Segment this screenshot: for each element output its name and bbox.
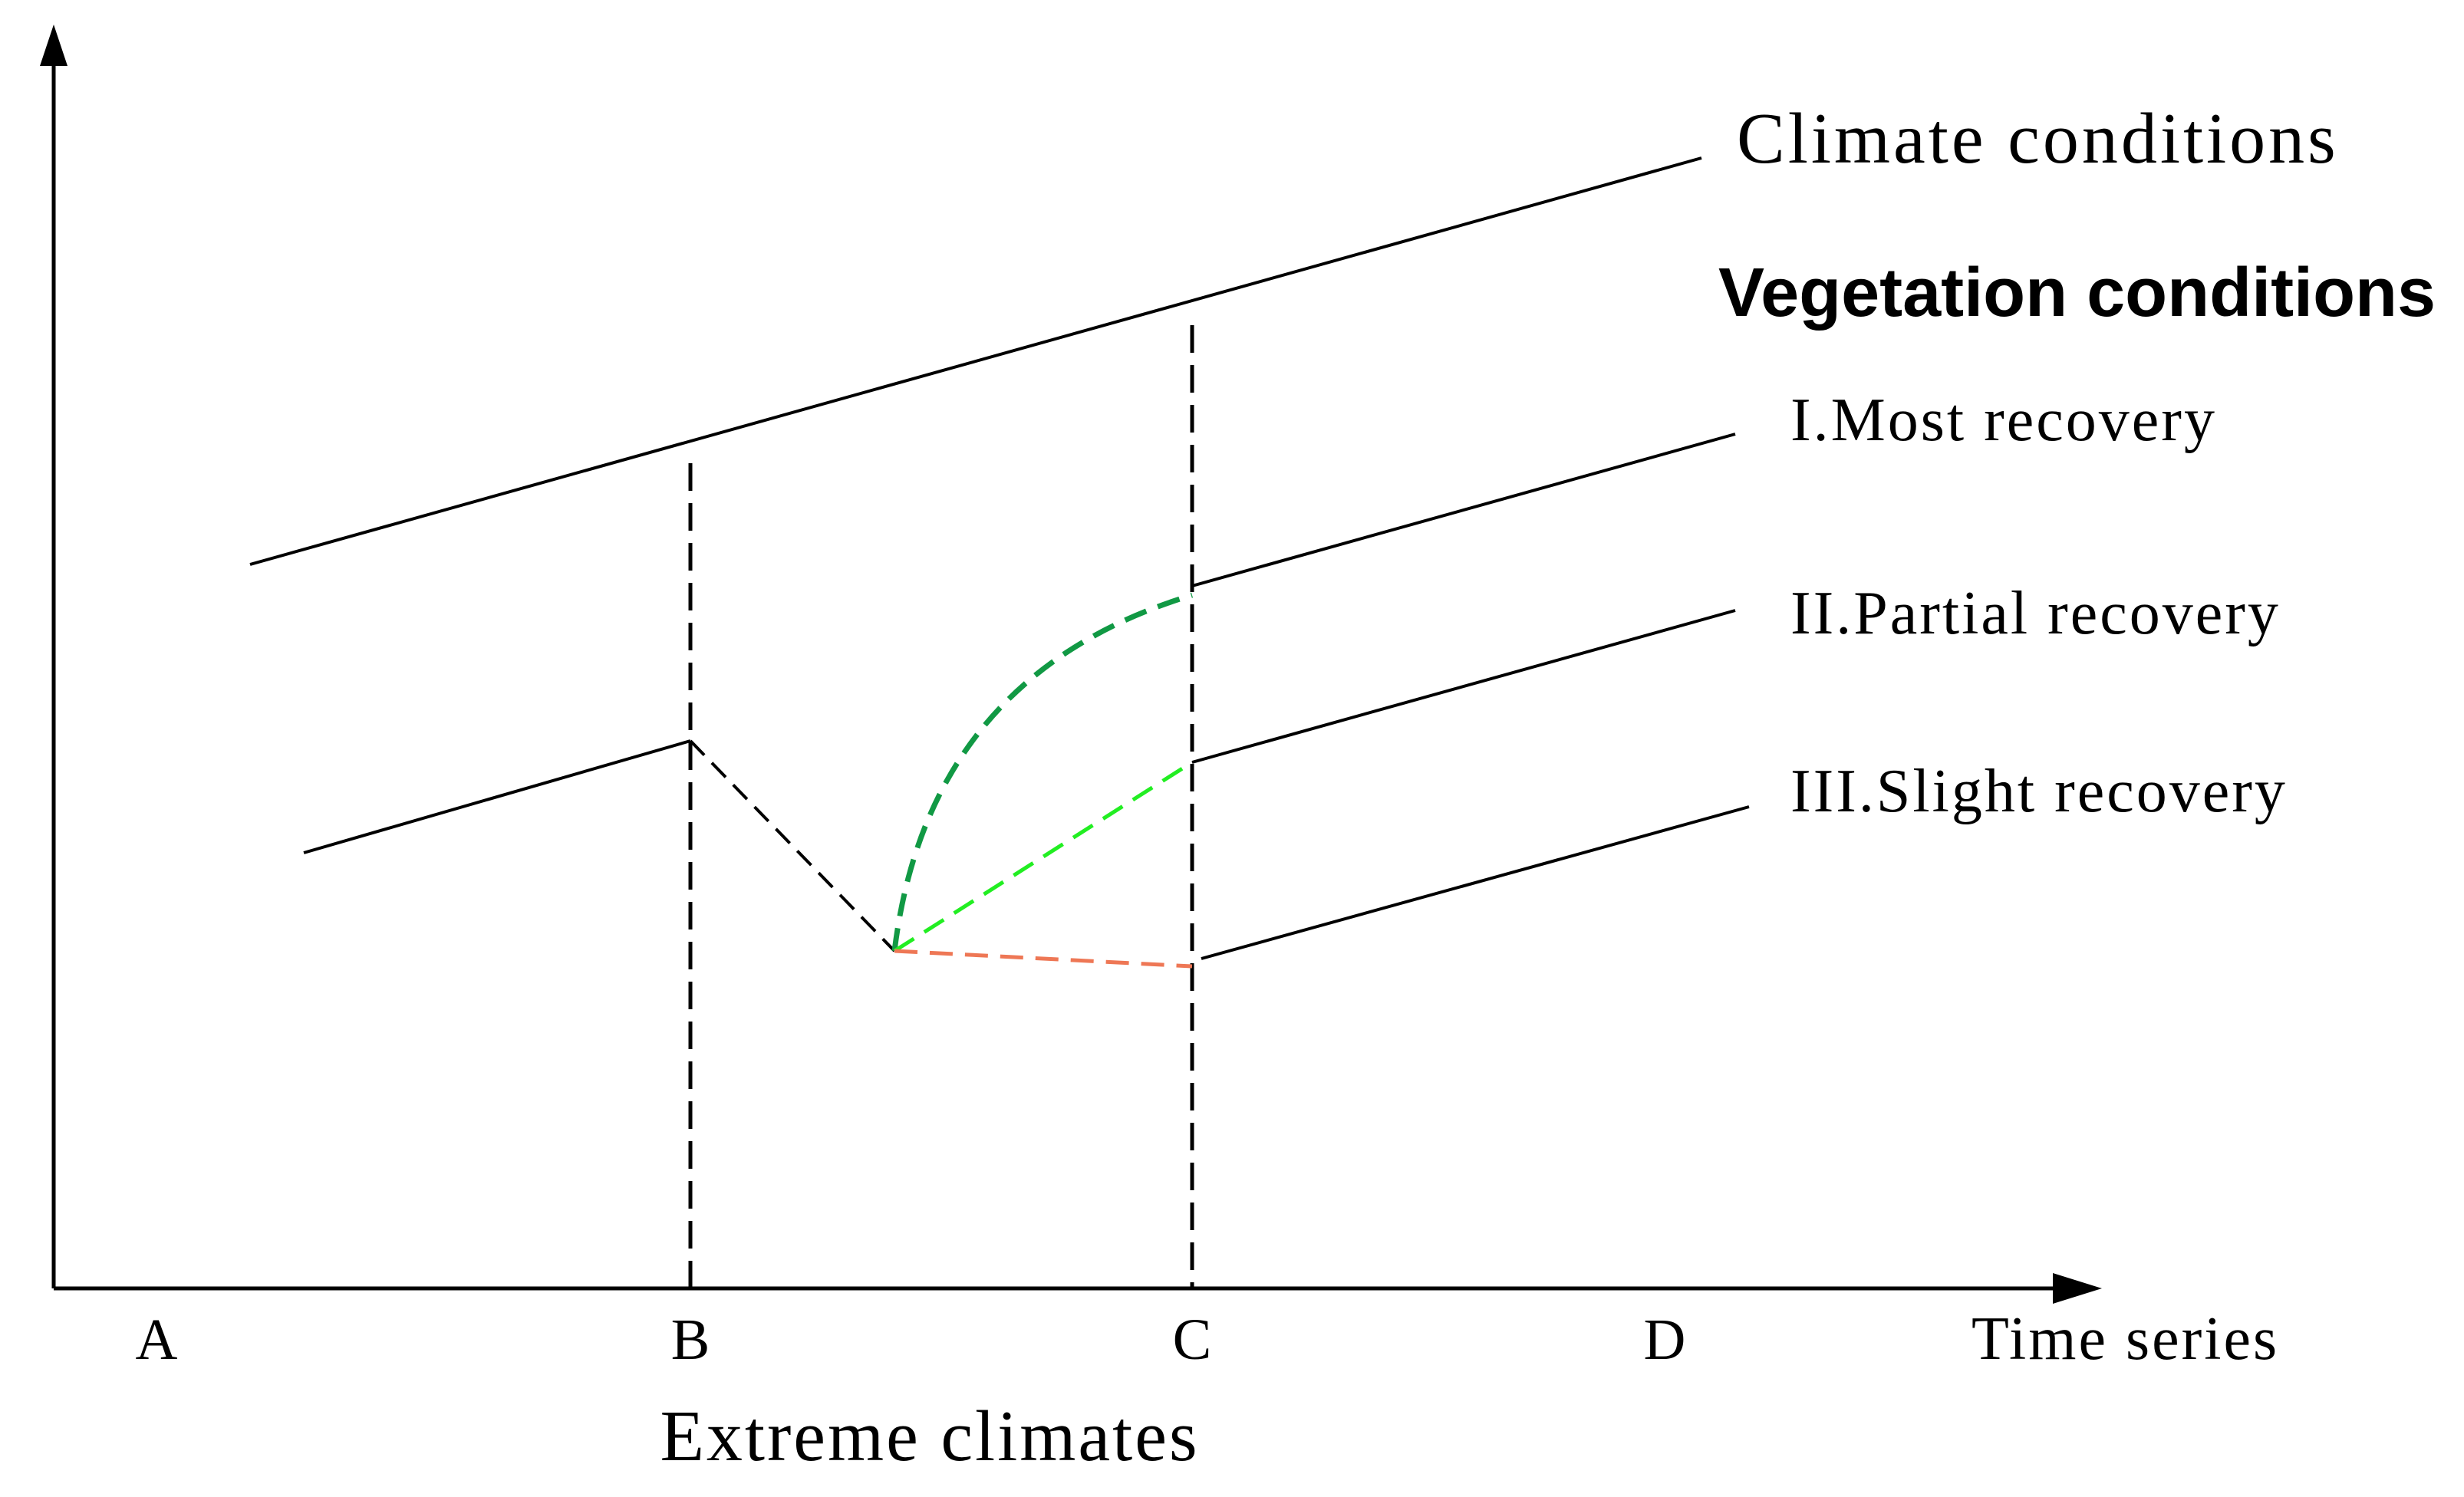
reference-lines bbox=[688, 325, 1194, 1288]
x-tick-c: C bbox=[1173, 1308, 1212, 1372]
vegetation-drop-line bbox=[689, 739, 896, 952]
slight-recovery-line bbox=[1201, 805, 1750, 960]
extreme-climates-label: Extreme climates bbox=[660, 1397, 1199, 1476]
y-axis-arrow-icon bbox=[40, 25, 68, 66]
vegetation-conditions-label: Vegetation conditions bbox=[1718, 255, 2436, 331]
climate-conditions-line bbox=[249, 156, 1702, 566]
partial-recovery-label: II.Partial recovery bbox=[1790, 580, 2281, 647]
vegetation-pre-event-line bbox=[303, 739, 691, 854]
slight-recovery-label: III.Slight recovery bbox=[1790, 758, 2288, 825]
x-tick-b: B bbox=[671, 1308, 710, 1372]
climate-conditions-label: Climate conditions bbox=[1737, 99, 2339, 179]
vegetation-path bbox=[303, 739, 896, 952]
slight-recovery-path bbox=[894, 949, 1193, 969]
most-recovery-path bbox=[891, 592, 1194, 952]
x-tick-d: D bbox=[1644, 1308, 1686, 1372]
labels: Climate conditions Vegetation conditions… bbox=[136, 99, 2436, 1476]
time-series-label: Time series bbox=[1972, 1305, 2279, 1373]
most-recovery-line bbox=[1191, 433, 1736, 587]
partial-recovery-path bbox=[893, 760, 1194, 953]
most-recovery-label: I.Most recovery bbox=[1790, 387, 2217, 454]
partial-recovery-line bbox=[1191, 609, 1736, 764]
axes bbox=[40, 25, 2102, 1304]
x-axis-arrow-icon bbox=[2053, 1273, 2102, 1304]
post-event-lines bbox=[1191, 433, 1750, 960]
recovery-paths bbox=[891, 592, 1194, 969]
x-tick-a: A bbox=[136, 1308, 178, 1372]
